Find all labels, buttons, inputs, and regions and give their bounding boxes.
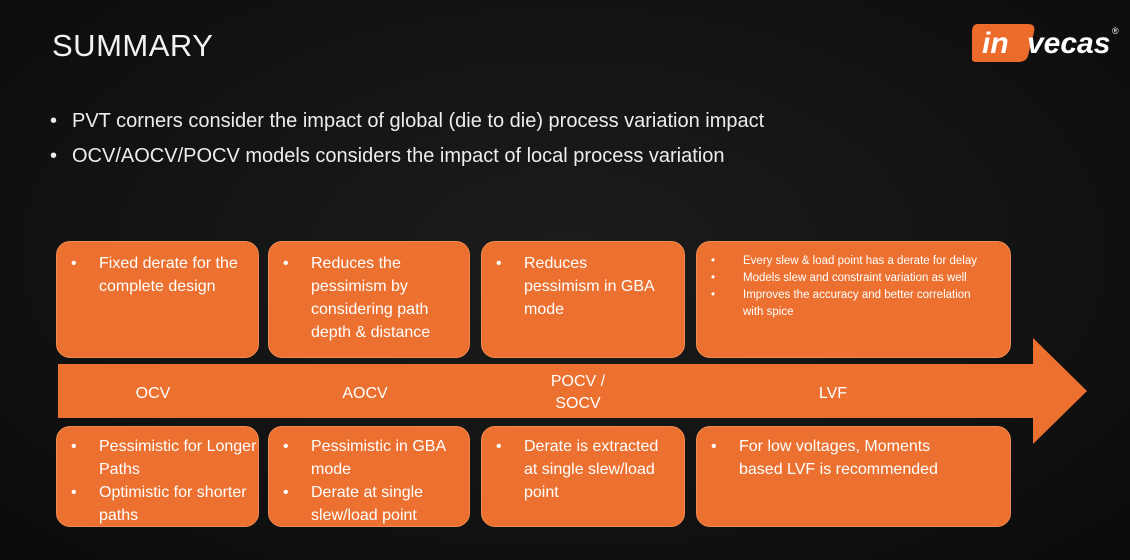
list-item: • Pessimistic in GBA mode — [269, 435, 469, 481]
pocv-top-box: • Reduces pessimism in GBA mode — [481, 241, 685, 358]
bullet-dot-icon: • — [711, 287, 715, 304]
list-item: • For low voltages, Moments based LVF is … — [697, 435, 1010, 481]
stage-label-ocv: OCV — [113, 383, 193, 405]
aocv-top-box: • Reduces the pessimism by considering pa… — [268, 241, 470, 358]
bullet-dot-icon: • — [496, 435, 502, 458]
list-item: • Models slew and constraint variation as… — [697, 270, 982, 287]
list-item: • Pessimistic for Longer Paths — [57, 435, 258, 481]
list-item: • Derate at single slew/load point — [269, 481, 469, 527]
stage-label-aocv: AOCV — [325, 383, 405, 405]
bullet-dot-icon: • — [71, 252, 77, 275]
bullet-dot-icon: • — [496, 252, 502, 275]
bullet-dot-icon: • — [283, 481, 289, 504]
bullet-dot-icon: • — [711, 270, 715, 287]
bullet-dot-icon: • — [71, 435, 77, 458]
bullet-dot-icon: • — [283, 435, 289, 458]
ocv-bottom-box: • Pessimistic for Longer Paths • Optimisti… — [56, 426, 259, 527]
list-item: • Derate is extracted at single slew/load… — [482, 435, 684, 504]
stage-label-lvf: LVF — [793, 383, 873, 405]
lvf-bottom-box: • For low voltages, Moments based LVF is … — [696, 426, 1011, 527]
list-item: • Every slew & load point has a derate fo… — [697, 253, 982, 270]
aocv-bottom-box: • Pessimistic in GBA mode • Derate at sing… — [268, 426, 470, 527]
bullet-dot-icon: • — [71, 481, 77, 504]
bullet-dot-icon: • — [283, 252, 289, 275]
list-item: • Improves the accuracy and better correl… — [697, 287, 982, 321]
stage-label-pocv: POCV / SOCV — [538, 371, 618, 415]
ocv-top-box: • Fixed derate for the complete design — [56, 241, 259, 358]
list-item: • Fixed derate for the complete design — [57, 252, 258, 298]
list-item: • Reduces the pessimism by considering pa… — [269, 252, 469, 344]
lvf-top-box: • Every slew & load point has a derate fo… — [696, 241, 1011, 358]
bullet-dot-icon: • — [711, 435, 717, 458]
list-item: • Reduces pessimism in GBA mode — [482, 252, 684, 321]
list-item: • Optimistic for shorter paths — [57, 481, 258, 527]
pocv-bottom-box: • Derate is extracted at single slew/load… — [481, 426, 685, 527]
bullet-dot-icon: • — [711, 253, 715, 270]
